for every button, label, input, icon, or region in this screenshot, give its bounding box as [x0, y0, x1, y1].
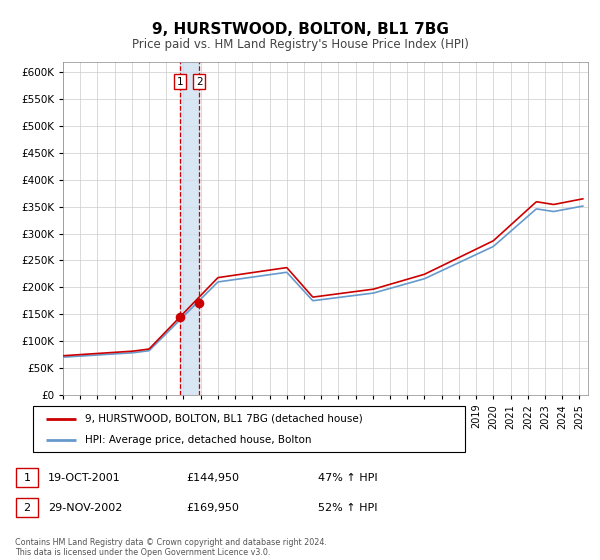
Text: HPI: Average price, detached house, Bolton: HPI: Average price, detached house, Bolt…: [85, 435, 311, 445]
Text: Contains HM Land Registry data © Crown copyright and database right 2024.
This d: Contains HM Land Registry data © Crown c…: [15, 538, 327, 557]
Text: 1: 1: [177, 77, 184, 87]
Point: [175, 312, 185, 321]
Text: 52% ↑ HPI: 52% ↑ HPI: [318, 503, 377, 513]
Text: 29-NOV-2002: 29-NOV-2002: [48, 503, 122, 513]
Text: £144,950: £144,950: [186, 473, 239, 483]
Text: 9, HURSTWOOD, BOLTON, BL1 7BG (detached house): 9, HURSTWOOD, BOLTON, BL1 7BG (detached …: [85, 413, 362, 423]
Text: 2: 2: [23, 503, 31, 513]
Text: 9, HURSTWOOD, BOLTON, BL1 7BG: 9, HURSTWOOD, BOLTON, BL1 7BG: [152, 22, 448, 38]
Text: 2: 2: [196, 77, 203, 87]
Point: [194, 299, 204, 308]
Text: 47% ↑ HPI: 47% ↑ HPI: [318, 473, 377, 483]
Text: Price paid vs. HM Land Registry's House Price Index (HPI): Price paid vs. HM Land Registry's House …: [131, 38, 469, 50]
Text: 1: 1: [23, 473, 31, 483]
Bar: [180, 62, 199, 395]
Text: 19-OCT-2001: 19-OCT-2001: [48, 473, 121, 483]
Text: £169,950: £169,950: [186, 503, 239, 513]
